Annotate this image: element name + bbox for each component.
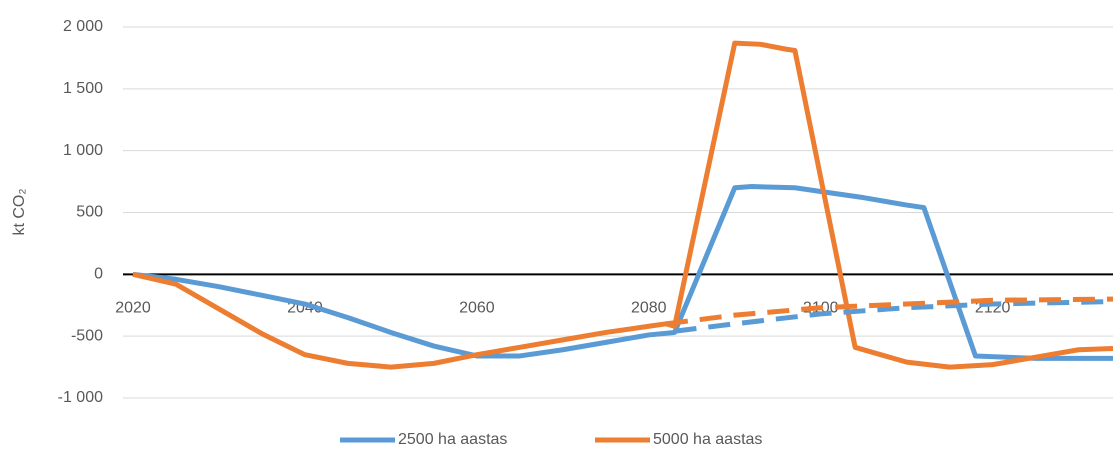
y-tick-label: 2 000: [63, 18, 103, 35]
y-tick-label: -500: [71, 327, 103, 344]
x-tick-label: 2080: [631, 300, 667, 317]
y-tick-label: 1 500: [63, 80, 103, 97]
x-tick-label: 2060: [459, 300, 495, 317]
y-axis-label: kt CO₂: [11, 188, 28, 235]
legend-label: 5000 ha aastas: [653, 431, 762, 448]
legend-label: 2500 ha aastas: [398, 431, 507, 448]
y-tick-label: 0: [94, 266, 103, 283]
y-tick-label: -1 000: [58, 389, 103, 406]
line: [132, 184, 1113, 361]
dashed-line: [674, 299, 1113, 334]
dashed-line: [665, 296, 1113, 327]
line: [132, 40, 1113, 370]
y-tick-label: 1 000: [63, 142, 103, 159]
y-tick-label: 500: [76, 204, 103, 221]
x-tick-label: 2020: [115, 300, 151, 317]
